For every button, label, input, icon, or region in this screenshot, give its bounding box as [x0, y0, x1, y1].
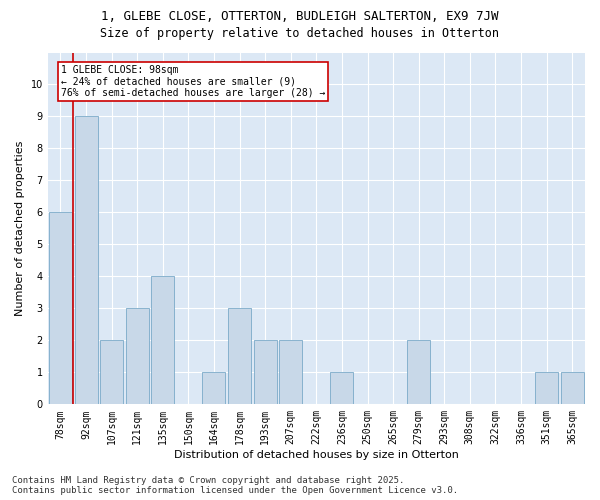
Bar: [331, 372, 353, 404]
Bar: [535, 372, 558, 404]
Bar: [279, 340, 302, 404]
Bar: [202, 372, 226, 404]
Bar: [126, 308, 149, 404]
Bar: [254, 340, 277, 404]
Bar: [151, 276, 175, 404]
Y-axis label: Number of detached properties: Number of detached properties: [15, 140, 25, 316]
X-axis label: Distribution of detached houses by size in Otterton: Distribution of detached houses by size …: [174, 450, 459, 460]
Text: 1 GLEBE CLOSE: 98sqm
← 24% of detached houses are smaller (9)
76% of semi-detach: 1 GLEBE CLOSE: 98sqm ← 24% of detached h…: [61, 66, 325, 98]
Bar: [100, 340, 123, 404]
Bar: [74, 116, 98, 405]
Text: Contains HM Land Registry data © Crown copyright and database right 2025.
Contai: Contains HM Land Registry data © Crown c…: [12, 476, 458, 495]
Text: Size of property relative to detached houses in Otterton: Size of property relative to detached ho…: [101, 28, 499, 40]
Text: 1, GLEBE CLOSE, OTTERTON, BUDLEIGH SALTERTON, EX9 7JW: 1, GLEBE CLOSE, OTTERTON, BUDLEIGH SALTE…: [101, 10, 499, 23]
Bar: [228, 308, 251, 404]
Bar: [49, 212, 72, 404]
Bar: [560, 372, 584, 404]
Bar: [407, 340, 430, 404]
